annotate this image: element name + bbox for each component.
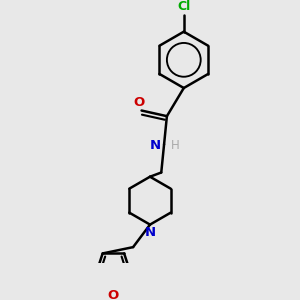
Text: Cl: Cl xyxy=(177,0,190,14)
Text: N: N xyxy=(144,226,156,239)
Text: N: N xyxy=(150,139,161,152)
Text: H: H xyxy=(171,139,180,152)
Text: O: O xyxy=(133,96,144,109)
Text: O: O xyxy=(108,290,119,300)
